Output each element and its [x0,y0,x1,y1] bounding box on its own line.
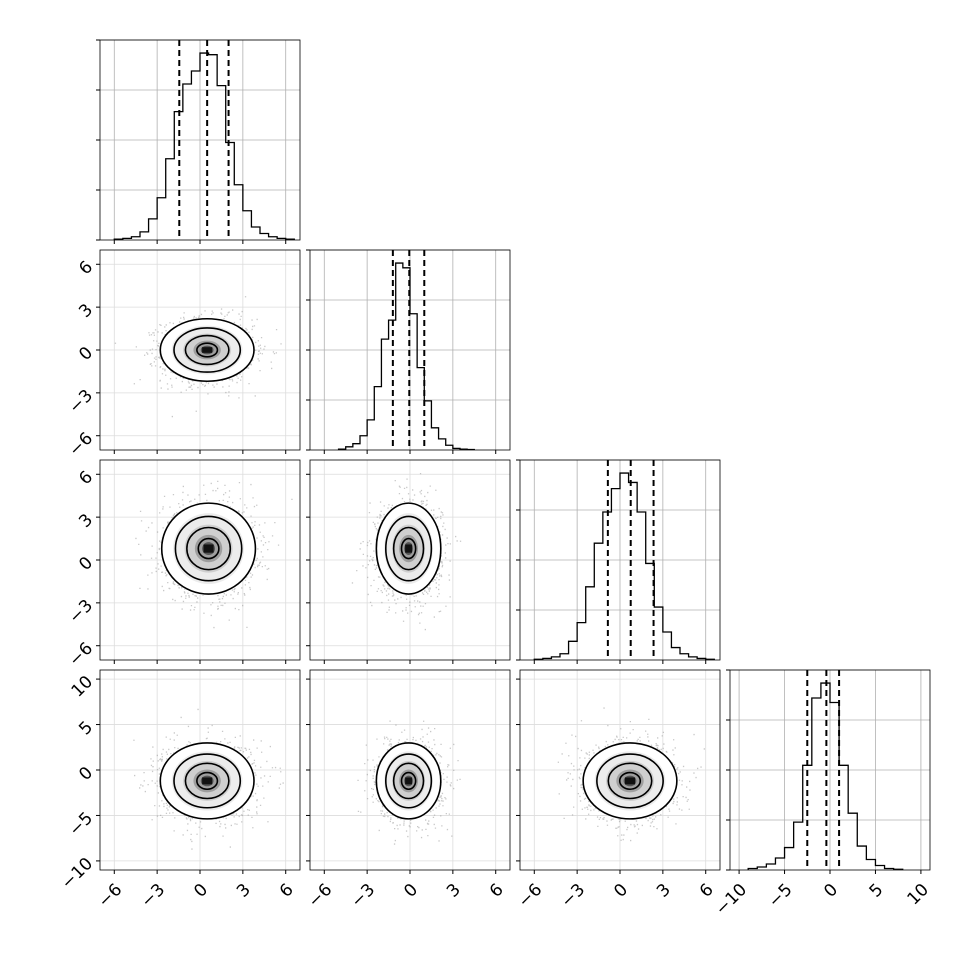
x-tick-label: −3 [557,880,589,912]
y-tick-label: −3 [65,386,97,418]
panel-3-1: −6 −3 0 3 6 [304,669,511,912]
contour-line [384,515,433,582]
histogram-2 [533,472,715,660]
y-tick-label: 10 [68,672,97,701]
contour-line [384,753,433,809]
x-tick-label: −6 [514,880,546,912]
contour-line [392,762,425,800]
histogram-0 [113,52,295,240]
x-tick-label: 0 [400,880,422,902]
density-peak [203,544,214,553]
contour-line [196,342,219,358]
x-tick-label: −3 [137,880,169,912]
contour-line [173,327,242,373]
y-tick-label: 5 [75,717,97,739]
contour-line [196,771,219,791]
x-tick-label: 3 [233,880,255,902]
panel-3-3: −10 −5 0 5 10 [712,669,933,920]
y-tick-label: −6 [65,429,97,461]
histogram-1 [337,262,475,450]
y-tick-label: 6 [75,257,97,279]
contour-line [197,537,220,560]
y-tick-label: −6 [65,639,97,671]
contour-line [174,515,243,582]
panel-1-1 [306,249,511,454]
contour-line [375,742,442,820]
density-peak [202,347,213,353]
contour-line [159,317,255,383]
contour-line [173,753,242,809]
contour-line [160,502,257,595]
x-tick-label: 6 [696,880,718,902]
y-tick-label: 0 [75,553,97,575]
contour-line [159,742,255,820]
density-peak [405,777,413,785]
panel-3-2: −6 −3 0 3 6 [514,669,721,912]
y-tick-label: −10 [58,854,98,894]
x-tick-label: −6 [304,880,336,912]
x-tick-label: 6 [486,880,508,902]
y-tick-label: −3 [65,596,97,628]
x-tick-label: −5 [765,880,797,912]
contour-line [186,526,232,571]
x-tick-label: 0 [190,880,212,902]
panel-2-2 [516,459,721,664]
density-peak [202,777,213,785]
x-tick-label: −3 [347,880,379,912]
x-tick-label: −10 [712,880,752,920]
x-tick-label: 3 [653,880,675,902]
panel-0-0 [96,39,301,244]
contour-line [607,762,653,800]
contour-line [392,526,425,571]
y-tick-label: 0 [75,343,97,365]
contour-line [375,502,442,595]
x-tick-label: 10 [903,880,932,909]
contour-line [400,771,417,791]
density-peak [405,544,413,553]
x-tick-label: 5 [866,880,888,902]
density-peak [624,777,636,785]
x-tick-label: −6 [94,880,126,912]
y-tick-label: −5 [65,808,97,840]
contour-line [184,334,230,366]
x-tick-label: 0 [610,880,632,902]
contour-line [400,537,417,560]
x-tick-label: 0 [820,880,842,902]
y-tick-label: 0 [75,763,97,785]
panel-2-1 [306,459,511,664]
panel-2-0: −6 −3 0 3 6 [65,459,301,671]
y-tick-label: 3 [75,300,97,322]
x-tick-label: 6 [276,880,298,902]
contour-line [184,762,230,800]
y-tick-label: 3 [75,510,97,532]
contour-line [582,742,678,820]
y-tick-label: 6 [75,467,97,489]
contour-line [596,753,664,809]
x-tick-label: 3 [443,880,465,902]
panel-1-0: −6 −3 0 3 6 [65,249,301,461]
contour-line [618,771,642,791]
